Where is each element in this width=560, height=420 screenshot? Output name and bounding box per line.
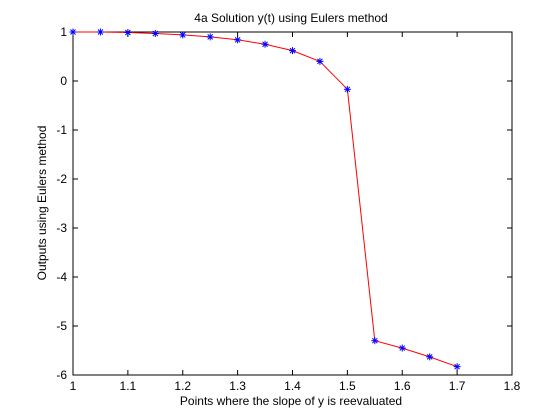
- x-tick-label: 1.5: [339, 379, 356, 393]
- data-point-marker: [206, 33, 214, 41]
- plot-area: [72, 31, 513, 376]
- x-tick-label: 1.2: [174, 379, 191, 393]
- x-tick-label: 1.1: [120, 379, 137, 393]
- y-axis-label: Outputs using Eulers method: [35, 126, 49, 281]
- data-point-marker: [426, 353, 434, 361]
- y-tick-label: -6: [56, 368, 67, 382]
- x-tick-label: 1.8: [504, 379, 521, 393]
- y-tick-label: 1: [60, 25, 67, 39]
- data-point-marker: [453, 363, 461, 371]
- x-tick-label: 1.4: [284, 379, 301, 393]
- axes-box: [72, 31, 513, 376]
- data-point-marker: [316, 57, 324, 65]
- x-axis-label: Points where the slope of y is reevaluat…: [180, 394, 402, 408]
- chart-title: 4a Solution y(t) using Eulers method: [194, 11, 387, 25]
- data-point-marker: [179, 31, 187, 39]
- data-point-marker: [371, 337, 379, 345]
- y-tick-label: 0: [60, 74, 67, 88]
- data-point-marker: [289, 47, 296, 55]
- y-axis: 1 0 -1 -2 -3 -4 -5 -6: [56, 25, 512, 382]
- data-point-marker: [69, 28, 77, 36]
- series-layer: [69, 28, 461, 371]
- x-tick-label: 1.7: [449, 379, 466, 393]
- data-point-marker: [398, 344, 406, 352]
- data-point-marker: [151, 29, 159, 37]
- y-tick-label: -5: [56, 319, 67, 333]
- data-point-marker: [343, 85, 351, 93]
- x-axis: 1 1.1 1.2 1.3 1.4 1.5 1.6 1.7 1.8: [70, 32, 521, 393]
- data-point-marker: [261, 40, 269, 48]
- data-point-marker: [234, 36, 242, 44]
- y-tick-label: -3: [56, 221, 67, 235]
- y-tick-label: -2: [56, 172, 67, 186]
- x-tick-label: 1.6: [394, 379, 411, 393]
- x-tick-label: 1: [70, 379, 77, 393]
- data-point-marker: [124, 28, 132, 36]
- y-tick-label: -1: [56, 123, 67, 137]
- y-tick-label: -4: [56, 270, 67, 284]
- data-point-marker: [96, 28, 104, 36]
- x-tick-label: 1.3: [229, 379, 246, 393]
